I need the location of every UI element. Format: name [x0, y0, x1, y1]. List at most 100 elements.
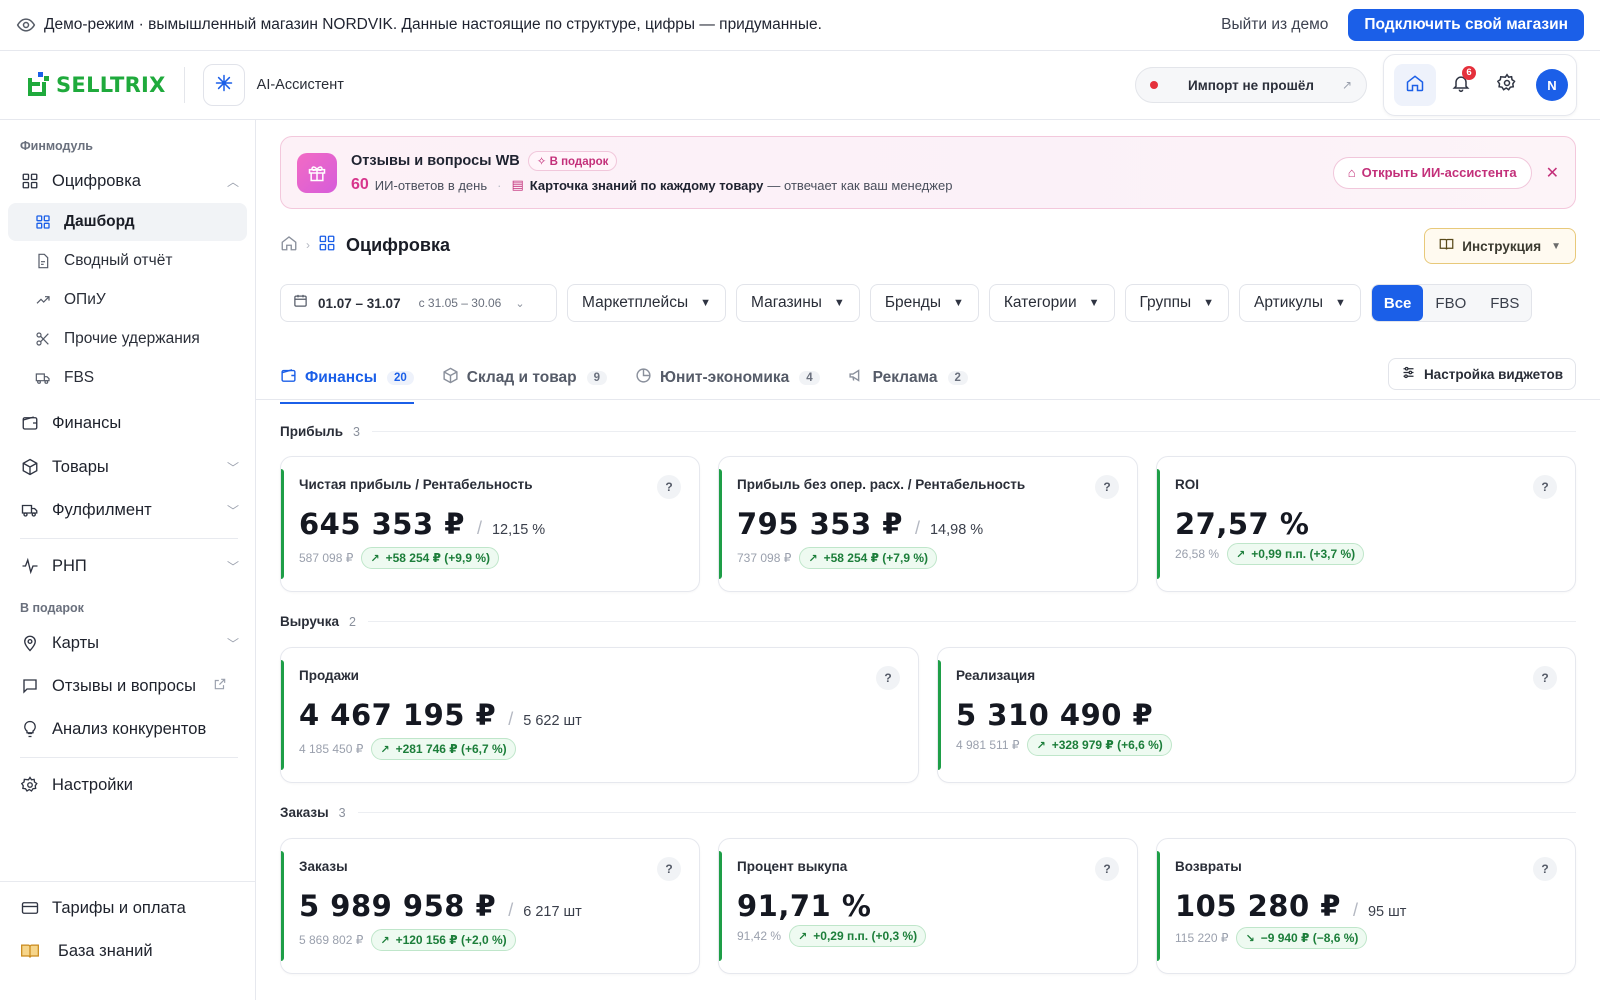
sidebar-item-summary-report[interactable]: Сводный отчёт [8, 242, 247, 280]
instruction-button[interactable]: Инструкция ▼ [1424, 228, 1576, 264]
tab-unit-economics[interactable]: Юнит-экономика 4 [635, 358, 820, 398]
sidebar-item-goods[interactable]: Товары ﹀ [8, 447, 247, 487]
ai-assistant-button[interactable] [202, 64, 245, 106]
toggle-all[interactable]: Все [1371, 285, 1424, 321]
arrow-up-right-icon: ↗ [1236, 548, 1246, 561]
help-icon[interactable]: ? [1533, 857, 1557, 881]
sidebar-item-other-deductions[interactable]: Прочие удержания [8, 320, 247, 358]
categories-filter[interactable]: Категории ▼ [988, 284, 1115, 322]
group-name: Прибыль [280, 424, 343, 439]
chevron-down-icon: ▼ [833, 297, 845, 309]
shops-filter-label: Магазины [750, 294, 822, 311]
card-value: 5 989 958 ₽ [299, 889, 497, 923]
ai-assistant-label[interactable]: AI-Ассистент [256, 77, 344, 93]
card-prev-value: 26,58 % [1175, 547, 1220, 561]
sidebar-item-ocifrovka[interactable]: Оцифровка ︿ [8, 161, 247, 201]
import-status-pill[interactable]: Импорт не прошёл ↗ [1135, 67, 1367, 103]
toggle-fbs[interactable]: FBS [1490, 294, 1520, 312]
sparkle-icon [214, 73, 234, 97]
tabs: Финансы 20 Склад и товар 9 Юнит-экономик… [280, 358, 1576, 404]
kpi-card-sales[interactable]: Продажи ? 4 467 195 ₽/5 622 шт 4 185 450… [280, 647, 919, 783]
map-pin-icon [20, 633, 40, 653]
knowledge-card-text: Карточка знаний по каждому товару [529, 177, 764, 193]
logo[interactable]: SELLTRIX [26, 72, 166, 98]
kpi-card-returns[interactable]: Возвраты ? 105 280 ₽/95 шт 115 220 ₽ ↘ −9 … [1156, 838, 1576, 974]
kpi-card-net-profit[interactable]: Чистая прибыль / Рентабельность ? 645 35… [280, 456, 700, 592]
exit-demo-link[interactable]: Выйти из демо [1221, 16, 1329, 33]
avatar[interactable]: N [1536, 69, 1568, 101]
divider [183, 67, 185, 103]
card-title: Продажи [299, 668, 359, 683]
card-value: 645 353 ₽ [299, 507, 465, 541]
kpi-card-orders[interactable]: Заказы ? 5 989 958 ₽/6 217 шт 5 869 802 … [280, 838, 700, 974]
sidebar-item-opiu[interactable]: ОПиУ [8, 281, 247, 319]
delta-text: +281 746 ₽ (+6,7 %) [395, 742, 507, 756]
shops-filter[interactable]: Магазины ▼ [735, 284, 860, 322]
card-prev-value: 115 220 ₽ [1175, 931, 1229, 945]
megaphone-icon [848, 367, 865, 389]
sidebar-item-competitors[interactable]: Анализ конкурентов [8, 709, 247, 749]
sidebar-item-knowledge[interactable]: База знаний [8, 931, 247, 971]
wallet-icon [280, 367, 297, 389]
kpi-card-operating-profit[interactable]: Прибыль без опер. расх. / Рентабельность… [718, 456, 1138, 592]
kpi-card-buyout-rate[interactable]: Процент выкупа ? 91,71 % 91,42 % ↗ +0,29 п… [718, 838, 1138, 974]
help-icon[interactable]: ? [1533, 666, 1557, 690]
tab-label: Склад и товар [466, 369, 577, 386]
notifications-button[interactable]: 6 [1440, 64, 1482, 106]
demo-banner: Демо-режим · вымышленный магазин NORDVIK… [0, 0, 1600, 51]
delta-text: +120 156 ₽ (+2,0 %) [395, 933, 507, 947]
book-open-icon [1439, 237, 1454, 255]
toggle-fbo[interactable]: FBO [1435, 294, 1467, 312]
top-header: SELLTRIX AI-Ассистент Импорт не прошёл ↗… [0, 51, 1600, 120]
sidebar-item-label: ОПиУ [64, 291, 106, 308]
help-icon[interactable]: ? [1095, 475, 1119, 499]
sidebar-section-finmodule: Финмодуль [20, 139, 93, 153]
sidebar-item-fulfillment[interactable]: Фулфилмент ﹀ [8, 490, 247, 530]
arrow-up-right-icon: ↗ [370, 552, 380, 565]
tab-ads[interactable]: Реклама 2 [848, 358, 968, 398]
sidebar-item-rnp[interactable]: РНП ﹀ [8, 546, 247, 586]
tab-warehouse[interactable]: Склад и товар 9 [442, 358, 608, 398]
sidebar-item-label: Тарифы и оплата [52, 898, 186, 917]
sidebar-item-tariffs[interactable]: Тарифы и оплата [8, 888, 247, 928]
settings-button[interactable] [1486, 64, 1528, 106]
help-icon[interactable]: ? [1095, 857, 1119, 881]
date-range-picker[interactable]: 01.07 – 31.07 с 31.05 – 30.06 ⌄ [280, 284, 557, 322]
help-icon[interactable]: ? [657, 475, 681, 499]
connect-store-button[interactable]: Подключить свой магазин [1348, 9, 1584, 41]
sidebar-item-maps[interactable]: Карты ﹀ [8, 623, 247, 663]
home-button[interactable] [1394, 64, 1436, 106]
tab-finance[interactable]: Финансы 20 [280, 358, 414, 404]
help-icon[interactable]: ? [1533, 475, 1557, 499]
help-icon[interactable]: ? [657, 857, 681, 881]
kpi-card-roi[interactable]: ROI ? 27,57 % 26,58 % ↗ +0,99 п.п. (+3,7 %… [1156, 456, 1576, 592]
divider [20, 757, 238, 758]
sidebar-item-dashboard[interactable]: Дашборд [8, 203, 247, 241]
widget-settings-button[interactable]: Настройка виджетов [1387, 358, 1576, 390]
chevron-down-icon: ﹀ [226, 559, 239, 574]
gear-icon [1496, 73, 1517, 97]
ai-answers-label: ИИ-ответов в день [374, 177, 488, 193]
lightbulb-icon [20, 719, 40, 739]
delta-text: +0,29 п.п. (+0,3 %) [813, 929, 918, 943]
delta-text: −9 940 ₽ (−8,6 %) [1260, 931, 1359, 945]
sidebar-item-settings[interactable]: Настройки [8, 765, 247, 805]
delta-badge: ↗ +58 254 ₽ (+7,9 %) [799, 547, 937, 569]
knowledge-card-desc: — отвечает как ваш менеджер [767, 177, 953, 193]
close-icon[interactable]: ✕ [1545, 164, 1559, 182]
brands-filter[interactable]: Бренды ▼ [869, 284, 979, 322]
sidebar-section-gift: В подарок [20, 601, 84, 615]
articles-filter[interactable]: Артикулы ▼ [1239, 284, 1361, 322]
marketplaces-filter[interactable]: Маркетплейсы ▼ [567, 284, 726, 322]
sidebar-item-finance[interactable]: Финансы [8, 403, 247, 443]
kpi-card-realization[interactable]: Реализация ? 5 310 490 ₽ 4 981 511 ₽ ↗ +32… [937, 647, 1576, 783]
sidebar-item-fbs[interactable]: FBS [8, 359, 247, 397]
home-icon[interactable] [280, 234, 298, 256]
credit-card-icon [20, 898, 40, 918]
sidebar-item-label: Финансы [52, 413, 122, 432]
groups-filter[interactable]: Группы ▼ [1124, 284, 1230, 322]
open-ai-assistant-button[interactable]: ⌂ Открыть ИИ-ассистента [1332, 156, 1532, 189]
sidebar-item-reviews[interactable]: Отзывы и вопросы [8, 666, 247, 706]
help-icon[interactable]: ? [876, 666, 900, 690]
group-count: 3 [338, 805, 346, 820]
